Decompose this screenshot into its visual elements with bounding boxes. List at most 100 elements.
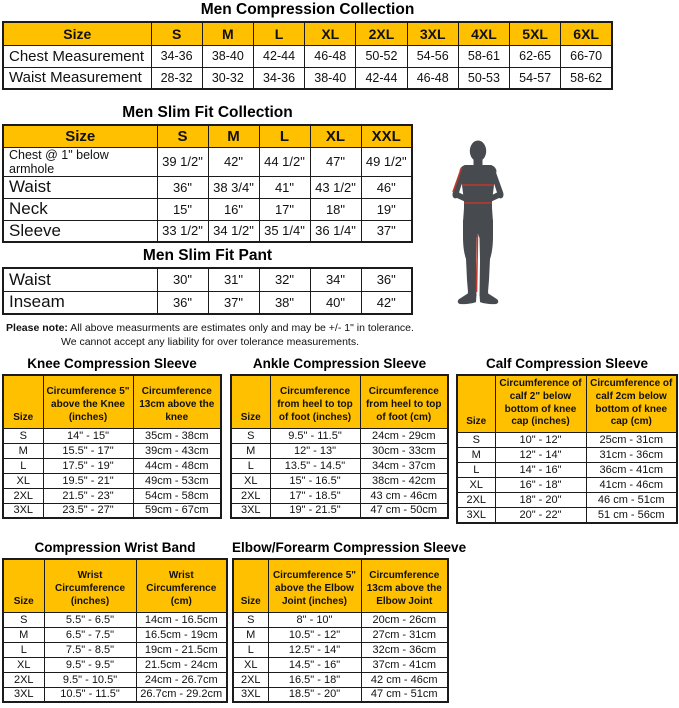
column-header-cell: M [207,124,260,148]
figure-neck [473,156,483,166]
calf-sleeve-section: Calf Compression Sleeve Size Circumferenc… [456,356,678,524]
row-label-cell: S [232,611,269,628]
wrist-band-section: Compression Wrist Band Size Wrist Circumf… [2,540,228,703]
value-cell: 10" - 12" [494,432,587,449]
column-header-cell: Circumference from heel to top of foot (… [269,374,361,429]
value-cell: 30cm - 33cm [359,442,449,459]
column-header-cell: XXL [360,124,413,148]
value-cell: 15.5" - 17" [42,442,134,459]
row-label-cell: L [456,462,496,479]
value-cell: 19cm - 21.5cm [135,641,228,658]
value-cell: 35cm - 38cm [132,427,222,444]
column-header-cell: 6XL [560,21,613,46]
value-cell: 50-52 [355,44,408,68]
value-cell: 27cm - 31cm [360,626,449,643]
value-cell: 23.5" - 27" [42,502,134,519]
value-cell: 28-32 [150,66,203,90]
table-row: M 12" - 13" 30cm - 33cm [230,442,449,459]
value-cell: 16.5" - 18" [267,671,362,688]
value-cell: 66-70 [560,44,613,68]
value-cell: 14" - 15" [42,427,134,444]
value-cell: 46-48 [304,44,357,68]
table-row: S 10" - 12" 25cm - 31cm [456,432,678,449]
value-cell: 9.5" - 11.5" [269,427,361,444]
calf-sleeve-title: Calf Compression Sleeve [485,356,649,371]
note-line-2: We cannot accept any liability for over … [60,335,360,348]
row-label-cell: 3XL [230,502,271,519]
row-label-cell: Chest @ 1" below armhole [2,146,158,177]
value-cell: 18.5" - 20" [267,686,362,703]
value-cell: 42-44 [355,66,408,90]
column-header-cell: Circumference 13cm above the knee [132,374,222,429]
value-cell: 40" [309,290,362,315]
value-cell: 19" [360,197,413,221]
value-cell: 58-61 [457,44,511,68]
value-cell: 39 1/2" [156,146,209,177]
table-row: Neck 15" 16" 17" 18" 19" [2,197,413,221]
column-header-cell: Circumference 13cm above the Elbow Joint [360,558,449,613]
men-slim-fit-pant-title: Men Slim Fit Pant [142,247,273,264]
men-slim-fit-title: Men Slim Fit Collection [122,104,293,121]
value-cell: 26.7cm - 29.2cm [135,686,228,703]
value-cell: 36" [360,267,413,292]
value-cell: 37" [360,219,413,243]
value-cell: 14.5" - 16" [267,656,362,673]
wrist-band-title: Compression Wrist Band [34,540,196,555]
column-header-cell: 2XL [355,21,408,46]
value-cell: 38-40 [201,44,254,68]
value-cell: 54-56 [406,44,459,68]
value-cell: 46 cm - 51cm [585,492,678,509]
value-cell: 7.5" - 8.5" [43,641,137,658]
column-header-cell: S [156,124,209,148]
value-cell: 37" [207,290,260,315]
row-label-cell: L [2,457,44,474]
column-header-cell: S [150,21,203,46]
value-cell: 16.5cm - 19cm [135,626,228,643]
value-cell: 30-32 [201,66,254,90]
column-header-cell: Circumference of calf 2cm below bottom o… [585,374,678,434]
table-row: Inseam 36" 37" 38" 40" 42" [2,290,413,315]
size-column-header: Size [2,374,44,429]
row-label-cell: S [230,427,271,444]
row-label-cell: 3XL [456,507,496,524]
table-row: 2XL 18" - 20" 46 cm - 51cm [456,492,678,509]
table-row: 2XL 9.5" - 10.5" 24cm - 26.7cm [2,671,228,688]
table-row: 3XL 23.5" - 27" 59cm - 67cm [2,502,222,519]
elbow-forearm-sleeve-table: Size Circumference 5" above the Elbow Joi… [232,558,449,703]
figure-left-arm [452,167,471,204]
table-row: 3XL 18.5" - 20" 47 cm - 51cm [232,686,449,703]
value-cell: 34-36 [150,44,203,68]
row-label-cell: M [232,626,269,643]
value-cell: 18" [309,197,362,221]
value-cell: 33 1/2" [156,219,209,243]
column-header-cell: 5XL [509,21,562,46]
value-cell: 38" [258,290,311,315]
row-label-cell: XL [2,472,44,489]
value-cell: 50-53 [457,66,511,90]
value-cell: 36" [156,175,209,199]
table-row: 3XL 20" - 22" 51 cm - 56cm [456,507,678,524]
value-cell: 36cm - 41cm [585,462,678,479]
table-row: Chest Measurement 34-36 38-40 42-44 46-48 50-… [2,44,613,68]
table-row: Chest @ 1" below armhole 39 1/2" 42" 44 1/2… [2,146,413,177]
value-cell: 14" - 16" [494,462,587,479]
table-row: L 17.5" - 19" 44cm - 48cm [2,457,222,474]
value-cell: 17.5" - 19" [42,457,134,474]
men-slim-fit-section: Men Slim Fit Collection Size S M L XL XXL Ches… [2,104,413,243]
figure-left-foot [457,294,477,305]
value-cell: 21.5cm - 24cm [135,656,228,673]
table-row: M 15.5" - 17" 39cm - 43cm [2,442,222,459]
table-row: M 6.5" - 7.5" 16.5cm - 19cm [2,626,228,643]
row-label-cell: Sleeve [2,219,158,243]
size-column-header: Size [232,558,269,613]
value-cell: 38 3/4" [207,175,260,199]
value-cell: 10.5" - 12" [267,626,362,643]
row-label-cell: Inseam [2,290,158,315]
row-label-cell: 3XL [232,686,269,703]
value-cell: 24cm - 26.7cm [135,671,228,688]
value-cell: 12" - 13" [269,442,361,459]
value-cell: 32" [258,267,311,292]
value-cell: 13.5" - 14.5" [269,457,361,474]
column-header-cell: L [252,21,306,46]
